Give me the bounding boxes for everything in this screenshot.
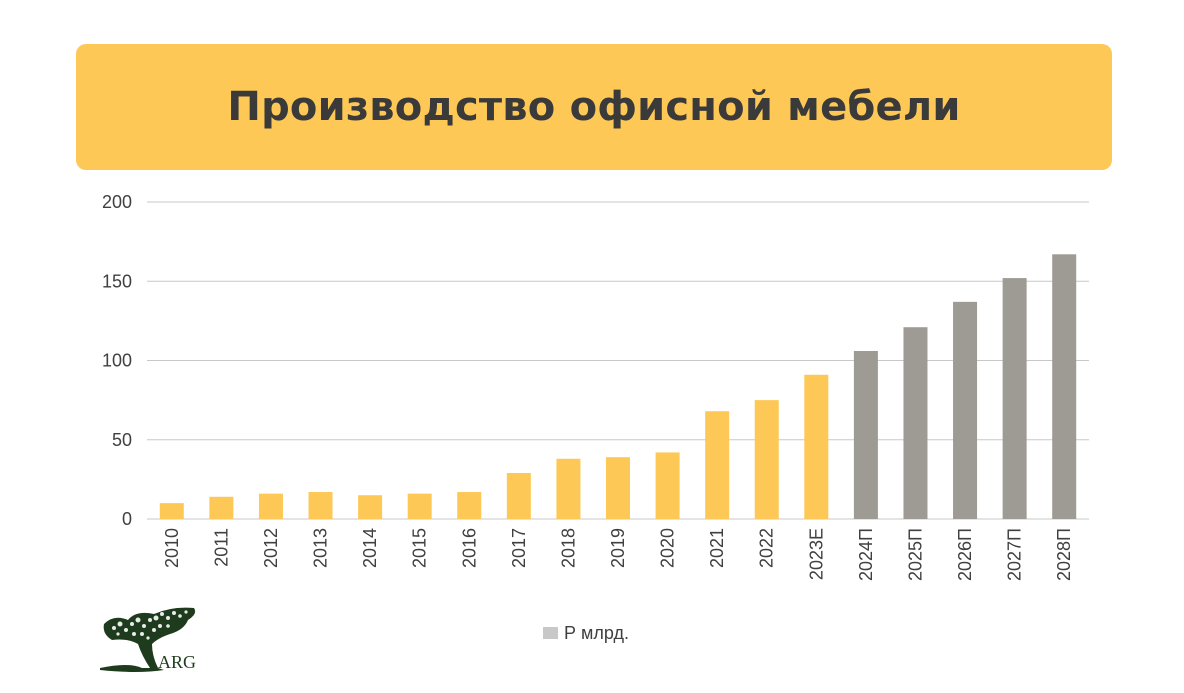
chart-title: Производство офисной мебели xyxy=(227,84,961,130)
bar xyxy=(258,493,283,519)
x-tick-label: 2021 xyxy=(707,528,727,568)
x-tick-label: 2022 xyxy=(757,528,777,568)
x-tick-label: 2027П xyxy=(1005,528,1025,581)
x-tick-label: 2013 xyxy=(311,528,331,568)
x-tick-label: 2011 xyxy=(211,528,231,567)
x-tick-label: 2015 xyxy=(410,528,430,568)
bar xyxy=(853,350,878,519)
bar xyxy=(159,503,184,519)
x-tick-label: 2012 xyxy=(261,528,281,568)
x-tick-label: 2025П xyxy=(905,528,925,581)
legend-swatch xyxy=(543,627,558,639)
x-tick-label: 2020 xyxy=(658,528,678,568)
bar xyxy=(804,374,829,519)
y-tick-label: 150 xyxy=(102,271,132,291)
bar xyxy=(903,327,928,519)
bar xyxy=(953,301,978,519)
bar xyxy=(308,492,333,519)
y-tick-label: 50 xyxy=(112,430,132,450)
bar xyxy=(705,411,730,519)
x-tick-label: 2014 xyxy=(360,528,380,568)
x-tick-label: 2019 xyxy=(608,528,628,568)
logo-text: ARG xyxy=(158,652,196,672)
bar xyxy=(457,492,482,519)
y-tick-label: 200 xyxy=(102,192,132,212)
legend-label: Р млрд. xyxy=(564,622,629,643)
bar xyxy=(209,496,234,519)
x-tick-label: 2026П xyxy=(955,528,975,581)
y-tick-label: 100 xyxy=(102,351,132,371)
bar xyxy=(506,473,531,519)
x-tick-label: 2024П xyxy=(856,528,876,581)
bar xyxy=(1052,254,1077,519)
x-tick-label: 2017 xyxy=(509,528,529,568)
arg-tree-logo: ARG xyxy=(100,607,196,672)
title-banner: Производство офисной мебели xyxy=(76,44,1112,170)
chart-legend: Р млрд. xyxy=(543,622,629,644)
bar xyxy=(407,493,432,519)
x-tick-label: 2028П xyxy=(1054,528,1074,581)
bar xyxy=(754,400,779,519)
y-tick-label: 0 xyxy=(122,509,132,529)
bar xyxy=(556,458,581,519)
bar xyxy=(1002,278,1027,519)
x-tick-label: 2016 xyxy=(459,528,479,568)
x-tick-label: 2010 xyxy=(162,528,182,568)
x-tick-label: 2023E xyxy=(806,528,826,580)
bar xyxy=(606,457,630,519)
bar xyxy=(655,452,680,519)
bar xyxy=(358,495,383,519)
x-tick-label: 2018 xyxy=(558,528,578,568)
